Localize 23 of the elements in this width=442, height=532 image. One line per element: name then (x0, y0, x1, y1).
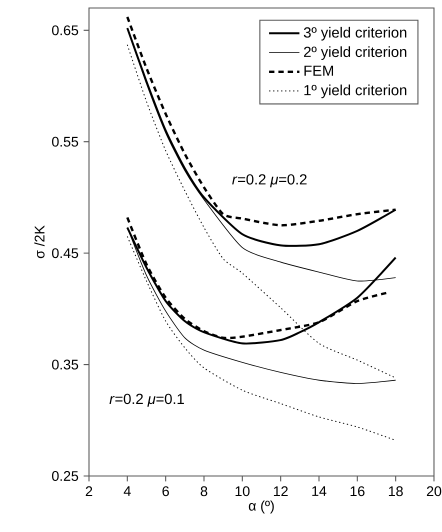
y-tick-label: 0.25 (52, 471, 78, 481)
x-tick-label: 18 (388, 486, 403, 496)
x-tick-label: 12 (274, 486, 288, 496)
y-axis-title: σ /2K (34, 225, 45, 258)
y-tick-label: 0.45 (52, 248, 78, 258)
annotation: r=0.2 μ=0.2 (232, 174, 307, 188)
x-tick-label: 10 (236, 486, 250, 496)
x-axis-title: α (º) (248, 500, 274, 514)
legend-label: 1º yield criterion (304, 84, 406, 98)
y-tick-label: 0.35 (52, 360, 78, 370)
x-tick-label: 6 (162, 486, 169, 496)
y-tick-label: 0.55 (52, 136, 78, 147)
x-tick-label: 4 (124, 486, 131, 496)
x-tick-label: 8 (200, 486, 208, 496)
legend-label: 3º yield criterion (304, 26, 406, 41)
y-tick-label: 0.65 (52, 25, 78, 36)
x-tick-label: 20 (426, 486, 442, 496)
x-tick-label: 14 (312, 486, 326, 496)
legend-label: FEM (304, 66, 334, 76)
legend-label: 2º yield criterion (304, 46, 406, 60)
x-tick-label: 16 (350, 486, 364, 496)
x-tick-label: 2 (86, 486, 92, 496)
annotation: r=0.2 μ=0.1 (110, 394, 184, 407)
